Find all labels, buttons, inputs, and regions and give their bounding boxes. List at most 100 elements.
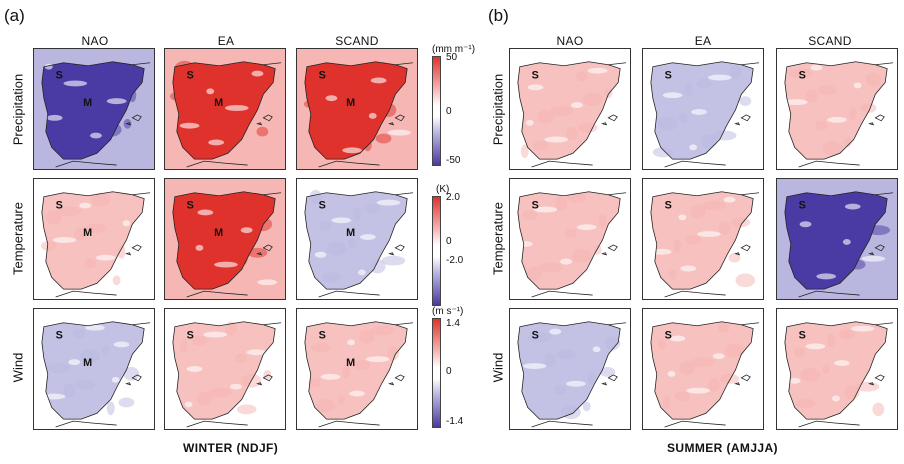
map-anomaly-patch: [225, 321, 237, 336]
site-label-s: S: [665, 200, 672, 212]
france-border: [395, 192, 414, 196]
site-label-m: M: [83, 97, 92, 109]
map-anomaly-patch: [805, 89, 818, 104]
balearic-islands: [256, 374, 273, 386]
map-anomaly-patch: [724, 343, 745, 358]
balearic-islands: [868, 374, 885, 386]
map-anomaly-patch: [696, 78, 712, 89]
france-border: [395, 62, 414, 66]
map-anomaly-patch: [106, 401, 115, 416]
site-label-m: M: [346, 357, 355, 369]
map-anomaly-patch: [263, 369, 272, 380]
map-wind-scand-winter: SM: [296, 308, 418, 430]
coastline: [172, 61, 276, 160]
map-anomaly-patch: [51, 84, 68, 95]
colorbar-wind: [432, 318, 441, 428]
map-wind-ea-summer: S: [642, 308, 764, 430]
map-anomaly-patch: [106, 98, 127, 105]
colorbar-temperature: [432, 196, 441, 306]
map-anomaly-patch: [359, 234, 376, 240]
map-anomaly-patch: [376, 199, 401, 206]
site-label-m: M: [346, 227, 355, 239]
site-label-s: S: [532, 200, 539, 212]
map-anomaly-patch: [565, 228, 577, 239]
map-anomaly-patch: [850, 325, 875, 332]
map-anomaly-patch: [325, 95, 338, 102]
map-anomaly-patch: [554, 384, 567, 395]
row-label-temperature-summer: Temperature: [490, 202, 506, 275]
map-anomaly-patch: [866, 225, 891, 236]
map-anomaly-patch: [788, 377, 801, 384]
france-border: [263, 62, 282, 66]
map-anomaly-patch: [834, 360, 850, 367]
france-border: [741, 62, 760, 66]
balearic-islands: [601, 374, 618, 386]
map-anomaly-patch: [697, 231, 721, 238]
coastline: [304, 191, 408, 290]
site-label-s: S: [319, 200, 326, 212]
map-anomaly-patch: [213, 109, 229, 119]
map-anomaly-patch: [208, 387, 232, 398]
map-wind-scand-summer: S: [776, 308, 898, 430]
map-anomaly-patch: [337, 85, 357, 100]
balearic-islands: [388, 374, 405, 386]
map-anomaly-patch: [592, 346, 601, 353]
map-anomaly-patch: [214, 261, 238, 268]
map-anomaly-patch: [252, 217, 273, 232]
map-anomaly-patch: [566, 380, 586, 387]
map-anomaly-patch: [603, 276, 612, 283]
map-anomaly-patch: [91, 192, 111, 207]
map-anomaly-patch: [604, 88, 613, 99]
map-anomaly-patch: [872, 402, 885, 417]
site-label-s: S: [56, 330, 63, 342]
africa-coast: [664, 420, 726, 428]
colorbar-tick-temp-zero: 0: [446, 236, 452, 247]
map-anomaly-patch: [124, 271, 141, 278]
map-anomaly-patch: [95, 254, 116, 261]
coastline: [650, 61, 754, 160]
map-anomaly-patch: [57, 206, 82, 217]
france-border: [875, 192, 894, 196]
map-anomaly-patch: [370, 325, 395, 336]
africa-coast: [664, 160, 726, 168]
balearic-islands: [734, 244, 751, 256]
map-anomaly-patch: [525, 119, 534, 126]
balearic-islands: [256, 114, 273, 126]
map-anomaly-patch: [561, 405, 581, 420]
map-anomaly-patch: [112, 275, 121, 286]
map-anomaly-patch: [84, 258, 96, 269]
colorbar-tick-wind-max: 1.4: [446, 318, 460, 329]
coastline: [517, 321, 621, 420]
map-anomaly-patch: [40, 240, 57, 251]
map-anomaly-patch: [712, 130, 737, 141]
map-anomaly-patch: [691, 357, 715, 368]
map-anomaly-patch: [179, 339, 188, 354]
coastline: [650, 321, 754, 420]
map-anomaly-patch: [865, 72, 882, 87]
map-anomaly-patch: [240, 227, 253, 234]
map-anomaly-patch: [657, 339, 666, 350]
map-anomaly-patch: [41, 393, 66, 400]
map-land-anomaly: [784, 61, 888, 160]
map-anomaly-patch: [717, 322, 730, 333]
map-anomaly-patch: [533, 206, 558, 213]
row-label-wind-summer: Wind: [490, 352, 506, 383]
map-anomaly-patch: [844, 203, 861, 210]
map-anomaly-patch: [544, 136, 569, 143]
map-anomaly-patch: [111, 376, 120, 383]
site-label-s: S: [56, 200, 63, 212]
map-anomaly-patch: [315, 398, 336, 413]
panel-a-letter: (a): [4, 6, 25, 25]
map-anomaly-patch: [815, 120, 828, 131]
map-anomaly-patch: [358, 329, 375, 344]
map-anomaly-patch: [46, 114, 63, 121]
map-anomaly-patch: [729, 64, 742, 79]
balearic-islands: [125, 114, 142, 126]
map-temperature-ea-summer: S: [642, 178, 764, 300]
africa-coast: [55, 160, 117, 168]
map-anomaly-patch: [80, 349, 100, 364]
map-anomaly-patch: [235, 251, 248, 266]
map-anomaly-patch: [206, 88, 215, 95]
france-border: [741, 322, 760, 326]
balearic-islands: [388, 114, 405, 126]
